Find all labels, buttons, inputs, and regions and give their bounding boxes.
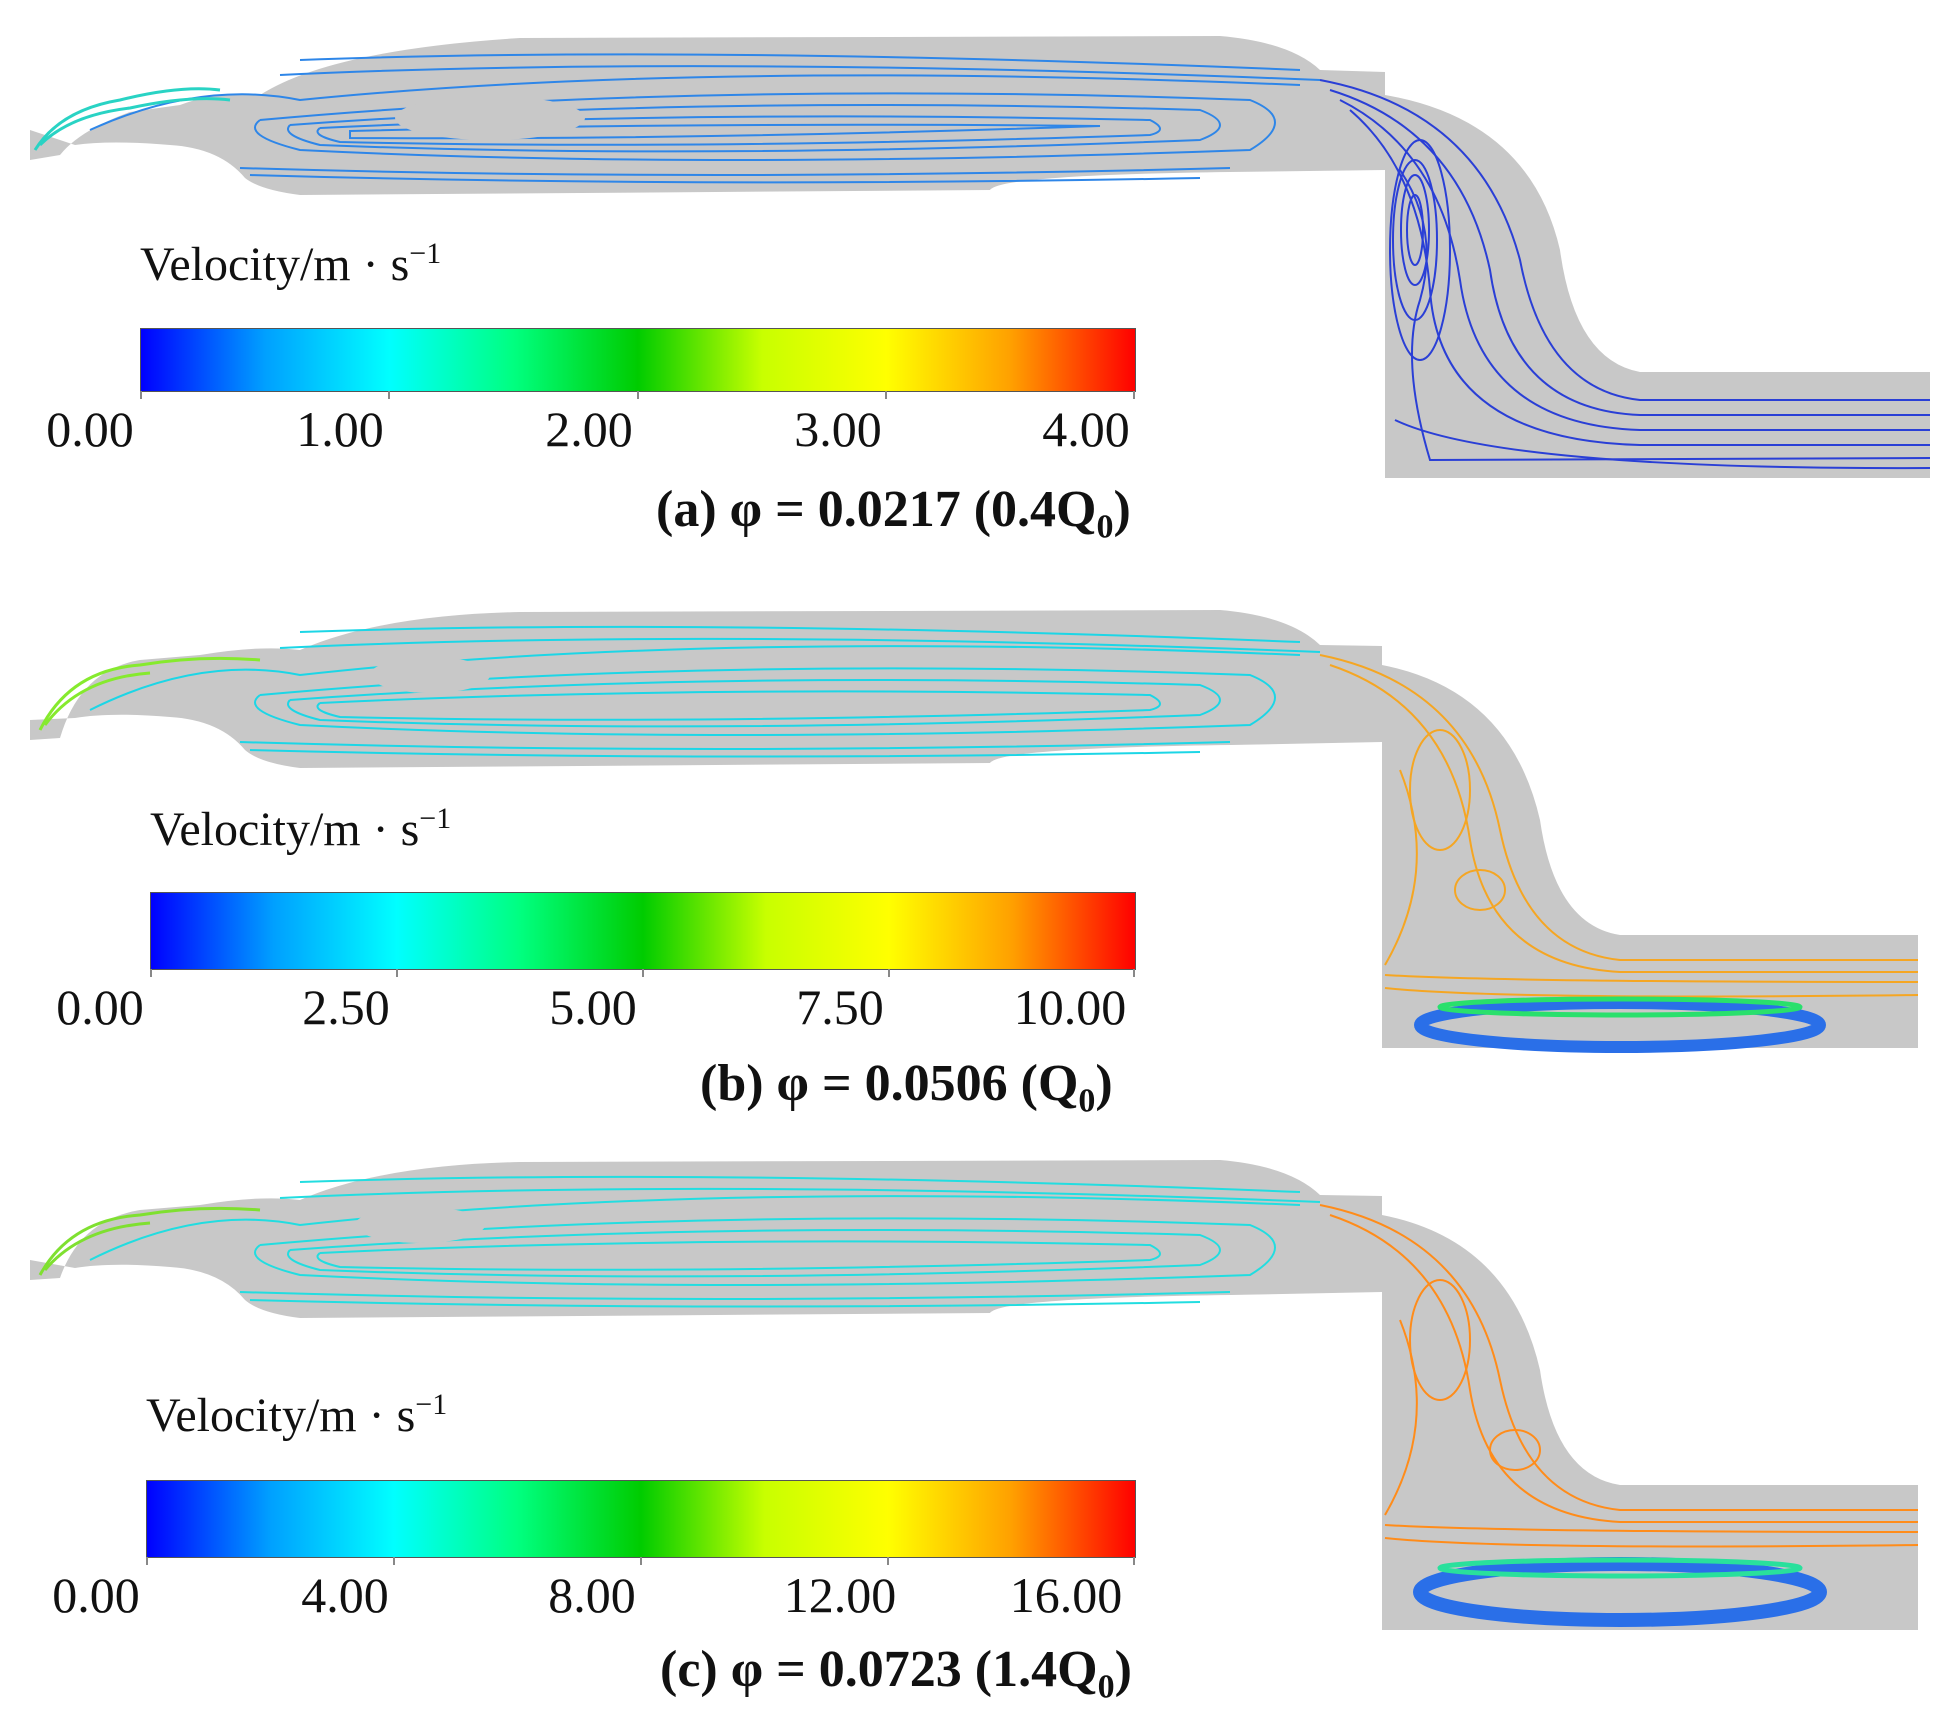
streamlines-outlet-a <box>1319 79 1931 470</box>
caption-b-main: (b) φ = 0.0506 (Q <box>700 1055 1079 1112</box>
tick-label-b-1: 2.50 <box>302 979 390 1035</box>
tick-mark <box>150 969 152 977</box>
colorbar-b <box>150 892 1136 970</box>
colorbar-c <box>146 1480 1136 1558</box>
streamlines-outlet-b <box>1319 654 1919 998</box>
tick-mark <box>393 1557 395 1565</box>
tick-label-b-4: 10.00 <box>1013 979 1127 1035</box>
tick-label-b-3: 7.50 <box>796 979 884 1035</box>
tick-label-c-3: 12.00 <box>783 1567 897 1623</box>
tick-label-c-2: 8.00 <box>548 1567 636 1623</box>
tick-mark <box>146 1557 148 1565</box>
tick-label-a-2: 2.00 <box>545 401 633 457</box>
caption-a-main: (a) φ = 0.0217 (0.4Q <box>656 481 1097 538</box>
bottom-vortex-c <box>1413 1557 1827 1627</box>
tick-label-a-1: 1.00 <box>296 401 384 457</box>
tick-mark <box>637 391 639 399</box>
streamlines-chamber-b <box>89 625 1321 758</box>
panel-b: Velocity/m · s−1 0.00 2.50 5.00 7.50 10.… <box>0 570 1946 1130</box>
tick-label-c-1: 4.00 <box>301 1567 389 1623</box>
streamlines-outlet-c <box>1319 1204 1919 1548</box>
streamlines-chamber-c <box>89 1175 1321 1308</box>
recirculation-core-a <box>395 96 585 140</box>
tick-mark <box>885 391 887 399</box>
caption-b-close: ) <box>1095 1055 1113 1112</box>
legend-exponent: −1 <box>409 237 442 270</box>
caption-c-main: (c) φ = 0.0723 (1.4Q <box>660 1641 1098 1698</box>
tick-mark <box>396 969 398 977</box>
legend-exponent: −1 <box>419 802 452 835</box>
colorbar-a <box>140 328 1136 392</box>
legend-title-text: Velocity/m · s <box>146 1389 416 1442</box>
tick-label-b-0: 0.00 <box>56 979 144 1035</box>
bottom-vortex-c-inner <box>1437 1557 1803 1579</box>
recirculation-core-b <box>370 657 490 693</box>
tick-mark <box>1133 391 1135 399</box>
legend-title-b: Velocity/m · s−1 <box>150 802 451 857</box>
tick-mark <box>888 969 890 977</box>
streamlines-inlet-c <box>38 1206 261 1276</box>
streamline-plot-b <box>30 610 1919 1053</box>
domain-shape-a <box>30 36 1930 478</box>
legend-title-c: Velocity/m · s−1 <box>146 1388 447 1443</box>
tick-mark <box>642 969 644 977</box>
tick-label-a-3: 3.00 <box>794 401 882 457</box>
caption-c-close: ) <box>1114 1641 1132 1698</box>
legend-title-a: Velocity/m · s−1 <box>140 237 441 292</box>
tick-mark <box>140 391 142 399</box>
caption-a: (a) φ = 0.0217 (0.4Q0) <box>656 480 1131 546</box>
legend-exponent: −1 <box>415 1388 448 1421</box>
tick-label-a-0: 0.00 <box>46 401 134 457</box>
panel-a: Velocity/m · s−1 0.00 1.00 2.00 3.00 4.0… <box>0 0 1946 560</box>
tick-mark <box>1133 1557 1135 1565</box>
recirculation-core-c <box>355 1207 485 1243</box>
bottom-vortex-b-inner <box>1437 996 1803 1018</box>
tick-mark <box>388 391 390 399</box>
bottom-vortex-b <box>1414 997 1826 1053</box>
caption-c-sub: 0 <box>1097 1668 1115 1706</box>
tick-label-c-4: 16.00 <box>1009 1567 1123 1623</box>
domain-shape-c <box>30 1160 1918 1630</box>
tick-mark <box>1133 969 1135 977</box>
caption-a-sub: 0 <box>1096 508 1114 546</box>
caption-a-close: ) <box>1113 481 1131 538</box>
tick-label-a-4: 4.00 <box>1042 401 1130 457</box>
panel-c: Velocity/m · s−1 0.00 4.00 8.00 12.00 16… <box>0 1160 1946 1722</box>
legend-title-text: Velocity/m · s <box>150 803 420 856</box>
caption-b: (b) φ = 0.0506 (Q0) <box>700 1054 1113 1120</box>
caption-b-sub: 0 <box>1078 1082 1096 1120</box>
streamline-plot-a <box>30 36 1931 478</box>
tick-mark <box>640 1557 642 1565</box>
streamline-plot-c <box>30 1160 1919 1630</box>
tick-mark <box>887 1557 889 1565</box>
tick-label-c-0: 0.00 <box>52 1567 140 1623</box>
tick-label-b-2: 5.00 <box>549 979 637 1035</box>
streamlines-inlet-b <box>38 656 261 731</box>
legend-title-text: Velocity/m · s <box>140 238 410 291</box>
caption-c: (c) φ = 0.0723 (1.4Q0) <box>660 1640 1132 1706</box>
streamlines-inlet-a <box>33 87 231 151</box>
